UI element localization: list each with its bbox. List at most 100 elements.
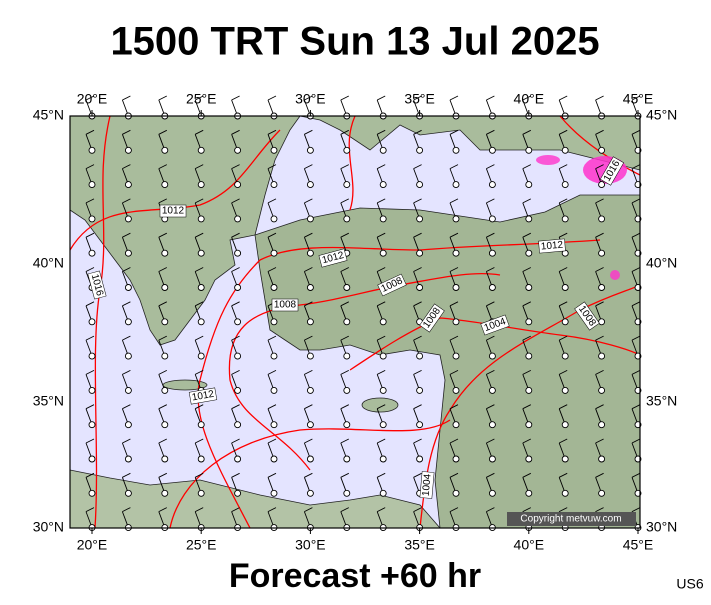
station	[525, 318, 533, 326]
barb-feather	[486, 232, 495, 238]
barb-feather	[631, 198, 641, 204]
barb-feather	[376, 335, 386, 341]
station	[270, 249, 278, 257]
barb-feather	[558, 404, 568, 410]
station	[197, 489, 205, 497]
barb-feather	[522, 472, 532, 478]
station	[343, 318, 351, 326]
station	[270, 284, 278, 291]
barb-feather	[304, 232, 313, 238]
station	[561, 181, 569, 189]
station	[88, 386, 96, 394]
station	[88, 421, 96, 429]
barb-feather	[486, 369, 495, 375]
station	[306, 215, 314, 223]
longitude-label-bottom: 30°E	[295, 537, 326, 553]
station	[270, 318, 278, 326]
barb-feather	[231, 301, 240, 307]
station	[234, 284, 242, 291]
barb-feather	[340, 301, 350, 307]
station	[488, 181, 496, 189]
barb-feather	[158, 404, 168, 410]
station	[270, 455, 278, 463]
barb-feather	[376, 472, 386, 478]
longitude-label-bottom: 45°E	[623, 537, 654, 553]
latitude-label-left: 35°N	[33, 393, 64, 409]
barb-feather	[158, 95, 168, 101]
barb-feather	[631, 129, 641, 135]
station	[452, 455, 460, 463]
barb-feather	[376, 164, 386, 170]
station	[343, 489, 351, 497]
station	[197, 352, 205, 360]
barb-feather	[85, 438, 95, 444]
barb-feather	[231, 404, 240, 410]
barb-feather	[194, 369, 204, 375]
station	[124, 318, 132, 326]
latitude-label-left: 30°N	[33, 519, 64, 535]
station	[161, 284, 169, 291]
barb-feather	[449, 369, 459, 375]
barb-feather	[122, 404, 131, 410]
barb-feather	[413, 164, 422, 170]
barb-feather	[486, 95, 495, 101]
station	[379, 352, 387, 360]
station	[88, 489, 96, 497]
barb-feather	[631, 164, 641, 170]
barb-feather	[340, 335, 350, 341]
barb-feather	[376, 267, 386, 272]
station	[561, 284, 569, 291]
isobar-label-text: 1012	[162, 206, 185, 217]
barb-feather	[304, 335, 313, 341]
barb-feather	[122, 369, 131, 375]
station	[197, 421, 205, 429]
isobar-label: 1008	[271, 298, 299, 312]
station	[306, 352, 314, 360]
barb-feather	[85, 198, 95, 204]
latitude-label-right: 30°N	[646, 519, 677, 535]
barb-feather	[595, 198, 604, 204]
barb-feather	[340, 438, 350, 444]
barb-feather	[413, 198, 422, 204]
station	[306, 146, 314, 154]
barb-feather	[267, 129, 277, 135]
barb-feather	[376, 438, 386, 444]
title: 1500 TRT Sun 13 Jul 2025	[110, 20, 599, 64]
barb-feather	[267, 198, 277, 204]
barb-feather	[85, 404, 95, 410]
station	[197, 284, 205, 291]
barb-feather	[158, 267, 168, 272]
isobar-label-box	[377, 273, 407, 297]
station	[343, 284, 351, 291]
barb-feather	[522, 438, 532, 444]
barb-feather	[122, 335, 131, 341]
barb-feather	[158, 232, 168, 238]
footer: Forecast +60 hr	[229, 557, 481, 595]
barb-feather	[267, 472, 277, 478]
station	[525, 489, 533, 497]
isobar-label: 1012	[188, 387, 218, 405]
barb-feather	[558, 438, 568, 444]
barb-feather	[522, 198, 532, 204]
station	[452, 181, 460, 189]
barb-feather	[449, 472, 459, 478]
barb-feather	[122, 232, 131, 238]
barb-feather	[449, 198, 459, 204]
barb-feather	[304, 438, 313, 444]
barb-feather	[449, 404, 459, 410]
station	[270, 146, 278, 154]
barb-feather	[522, 232, 532, 238]
barb-feather	[595, 507, 604, 513]
copyright-box	[507, 512, 636, 526]
isobar-label-text: 1012	[191, 389, 215, 404]
station	[452, 146, 460, 154]
station	[88, 146, 96, 154]
barb-feather	[194, 301, 204, 307]
station	[452, 352, 460, 360]
station	[270, 489, 278, 497]
barb-feather	[449, 95, 459, 101]
barb-feather	[304, 472, 313, 478]
station	[452, 284, 460, 291]
barb-feather	[304, 198, 313, 204]
station	[416, 352, 424, 360]
